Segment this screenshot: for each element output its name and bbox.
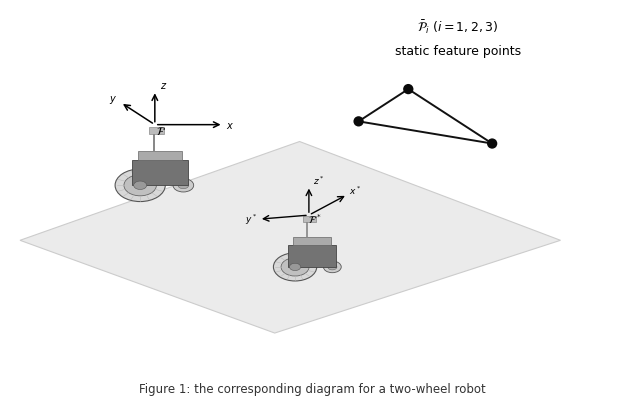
Ellipse shape bbox=[273, 253, 317, 281]
Ellipse shape bbox=[323, 262, 341, 273]
Text: x: x bbox=[227, 121, 232, 130]
Point bbox=[403, 87, 413, 93]
Text: $z^*$: $z^*$ bbox=[313, 174, 324, 187]
Ellipse shape bbox=[328, 264, 337, 270]
Point bbox=[354, 119, 364, 125]
Ellipse shape bbox=[134, 181, 147, 190]
Polygon shape bbox=[288, 246, 336, 267]
Text: $y^*$: $y^*$ bbox=[245, 213, 258, 227]
Ellipse shape bbox=[178, 182, 188, 189]
Polygon shape bbox=[138, 151, 182, 161]
Text: $\bar{\mathcal{P}}_i \ (i=1,2,3)$: $\bar{\mathcal{P}}_i \ (i=1,2,3)$ bbox=[417, 19, 499, 36]
Text: $x^*$: $x^*$ bbox=[349, 184, 361, 196]
Ellipse shape bbox=[281, 258, 309, 276]
Ellipse shape bbox=[173, 179, 193, 192]
Text: static feature points: static feature points bbox=[395, 45, 521, 58]
Point bbox=[487, 141, 497, 147]
Text: Figure 1: the corresponding diagram for a two-wheel robot: Figure 1: the corresponding diagram for … bbox=[139, 382, 485, 395]
Text: z: z bbox=[160, 81, 165, 91]
Text: $\mathcal{F}$: $\mathcal{F}$ bbox=[156, 124, 166, 136]
Ellipse shape bbox=[124, 175, 157, 196]
Text: $\mathcal{F}^*$: $\mathcal{F}^*$ bbox=[308, 212, 321, 226]
Polygon shape bbox=[150, 127, 164, 134]
Polygon shape bbox=[132, 161, 188, 186]
Polygon shape bbox=[303, 217, 316, 223]
Polygon shape bbox=[20, 142, 560, 333]
Text: y: y bbox=[109, 94, 115, 104]
Polygon shape bbox=[293, 238, 331, 246]
Ellipse shape bbox=[290, 264, 301, 271]
Ellipse shape bbox=[115, 170, 165, 202]
